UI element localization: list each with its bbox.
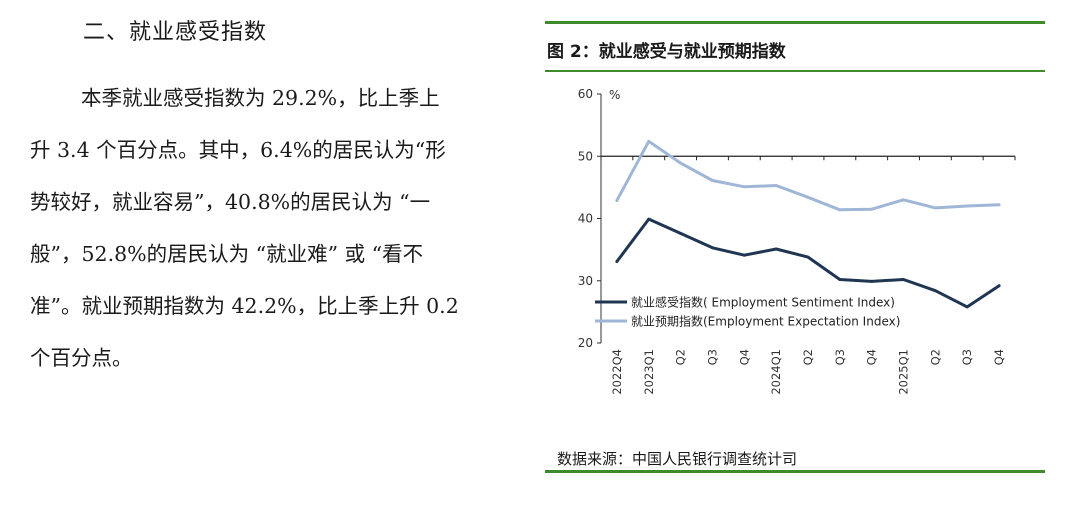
section-heading: 二、就业感受指数 [83,20,268,45]
data-point [774,184,778,187]
data-point [711,246,714,250]
x-tick-label: Q3 [960,349,974,365]
x-tick-label: Q4 [992,349,1006,365]
y-axis-label: % [609,88,620,102]
data-point [742,185,746,189]
x-tick-label: Q2 [674,349,688,365]
x-tick-label: Q4 [737,349,751,365]
y-tick-label: 50 [578,149,593,163]
data-point [647,217,651,221]
data-point [870,279,874,283]
y-tick-label: 30 [578,274,593,288]
data-point [679,161,683,165]
data-point [965,305,969,309]
y-tick-label: 40 [578,212,593,226]
paragraph-line: 本季就业感受指数为 29.2%，比上季上 [81,86,440,110]
data-point [647,139,651,143]
figure-source: 数据来源：中国人民银行调查统计司 [557,450,798,468]
data-point [806,255,810,259]
figure-bottom-rule [545,470,1045,473]
paragraph-line: 个百分点。 [30,346,133,370]
figure-panel: 图 2：就业感受与就业预期指数 20 30 40 50 60% 2022Q4 2023Q1 Q… [545,21,1045,476]
data-point [965,204,969,208]
legend-label: 就业预期指数(Employment Expectation Index) [631,314,900,329]
x-tick-label: Q2 [928,349,942,365]
x-tick-label: 2024Q1 [769,349,783,395]
x-tick-label: 2023Q1 [642,349,656,395]
data-point [997,203,1001,207]
data-point [902,278,905,281]
data-point [902,198,905,202]
data-point [615,260,619,263]
figure-title-rule [545,70,1045,72]
x-tick-label: Q4 [865,349,879,365]
section-paragraph: 本季就业感受指数为 29.2%，比上季上 升 3.4 个百分点。其中，6.4%的… [30,78,530,390]
data-point [997,284,1001,288]
x-tick-label: 2022Q4 [610,349,624,395]
data-point [615,199,619,202]
data-point [806,195,810,199]
legend-label: 就业感受指数( Employment Sentiment Index) [631,295,895,310]
data-point [742,253,746,257]
paragraph-line: 准”。就业预期指数为 42.2%，比上季上升 0.2 [30,294,459,318]
data-point [870,207,874,211]
x-tick-label: Q3 [833,349,847,365]
y-tick-label: 60 [578,87,593,101]
data-point [774,247,778,251]
series-line [615,139,1001,212]
data-point [838,278,842,281]
data-point [838,208,842,212]
x-tick-label: Q3 [705,349,719,365]
figure-title: 图 2：就业感受与就业预期指数 [547,42,786,62]
line-chart: 20 30 40 50 60 % 2022Q4 2023Q1 Q2 Q3 Q4 2024Q1 Q2 Q3 Q… [578,87,1016,395]
data-point [711,179,714,182]
data-point [933,289,937,293]
paragraph-line: 般”，52.8%的居民认为 “就业难” 或 “看不 [30,242,424,266]
data-point [933,206,937,210]
paragraph-line: 升 3.4 个百分点。其中，6.4%的居民认为“形 [30,138,446,162]
x-tick-label: 2025Q1 [897,349,911,395]
y-tick-label: 20 [578,336,593,350]
x-tick-label: Q2 [801,349,815,365]
figure-top-rule [545,21,1045,24]
paragraph-line: 势较好，就业容易”，40.8%的居民认为 “一 [30,190,431,214]
series-line [615,217,1001,309]
data-point [679,232,683,235]
